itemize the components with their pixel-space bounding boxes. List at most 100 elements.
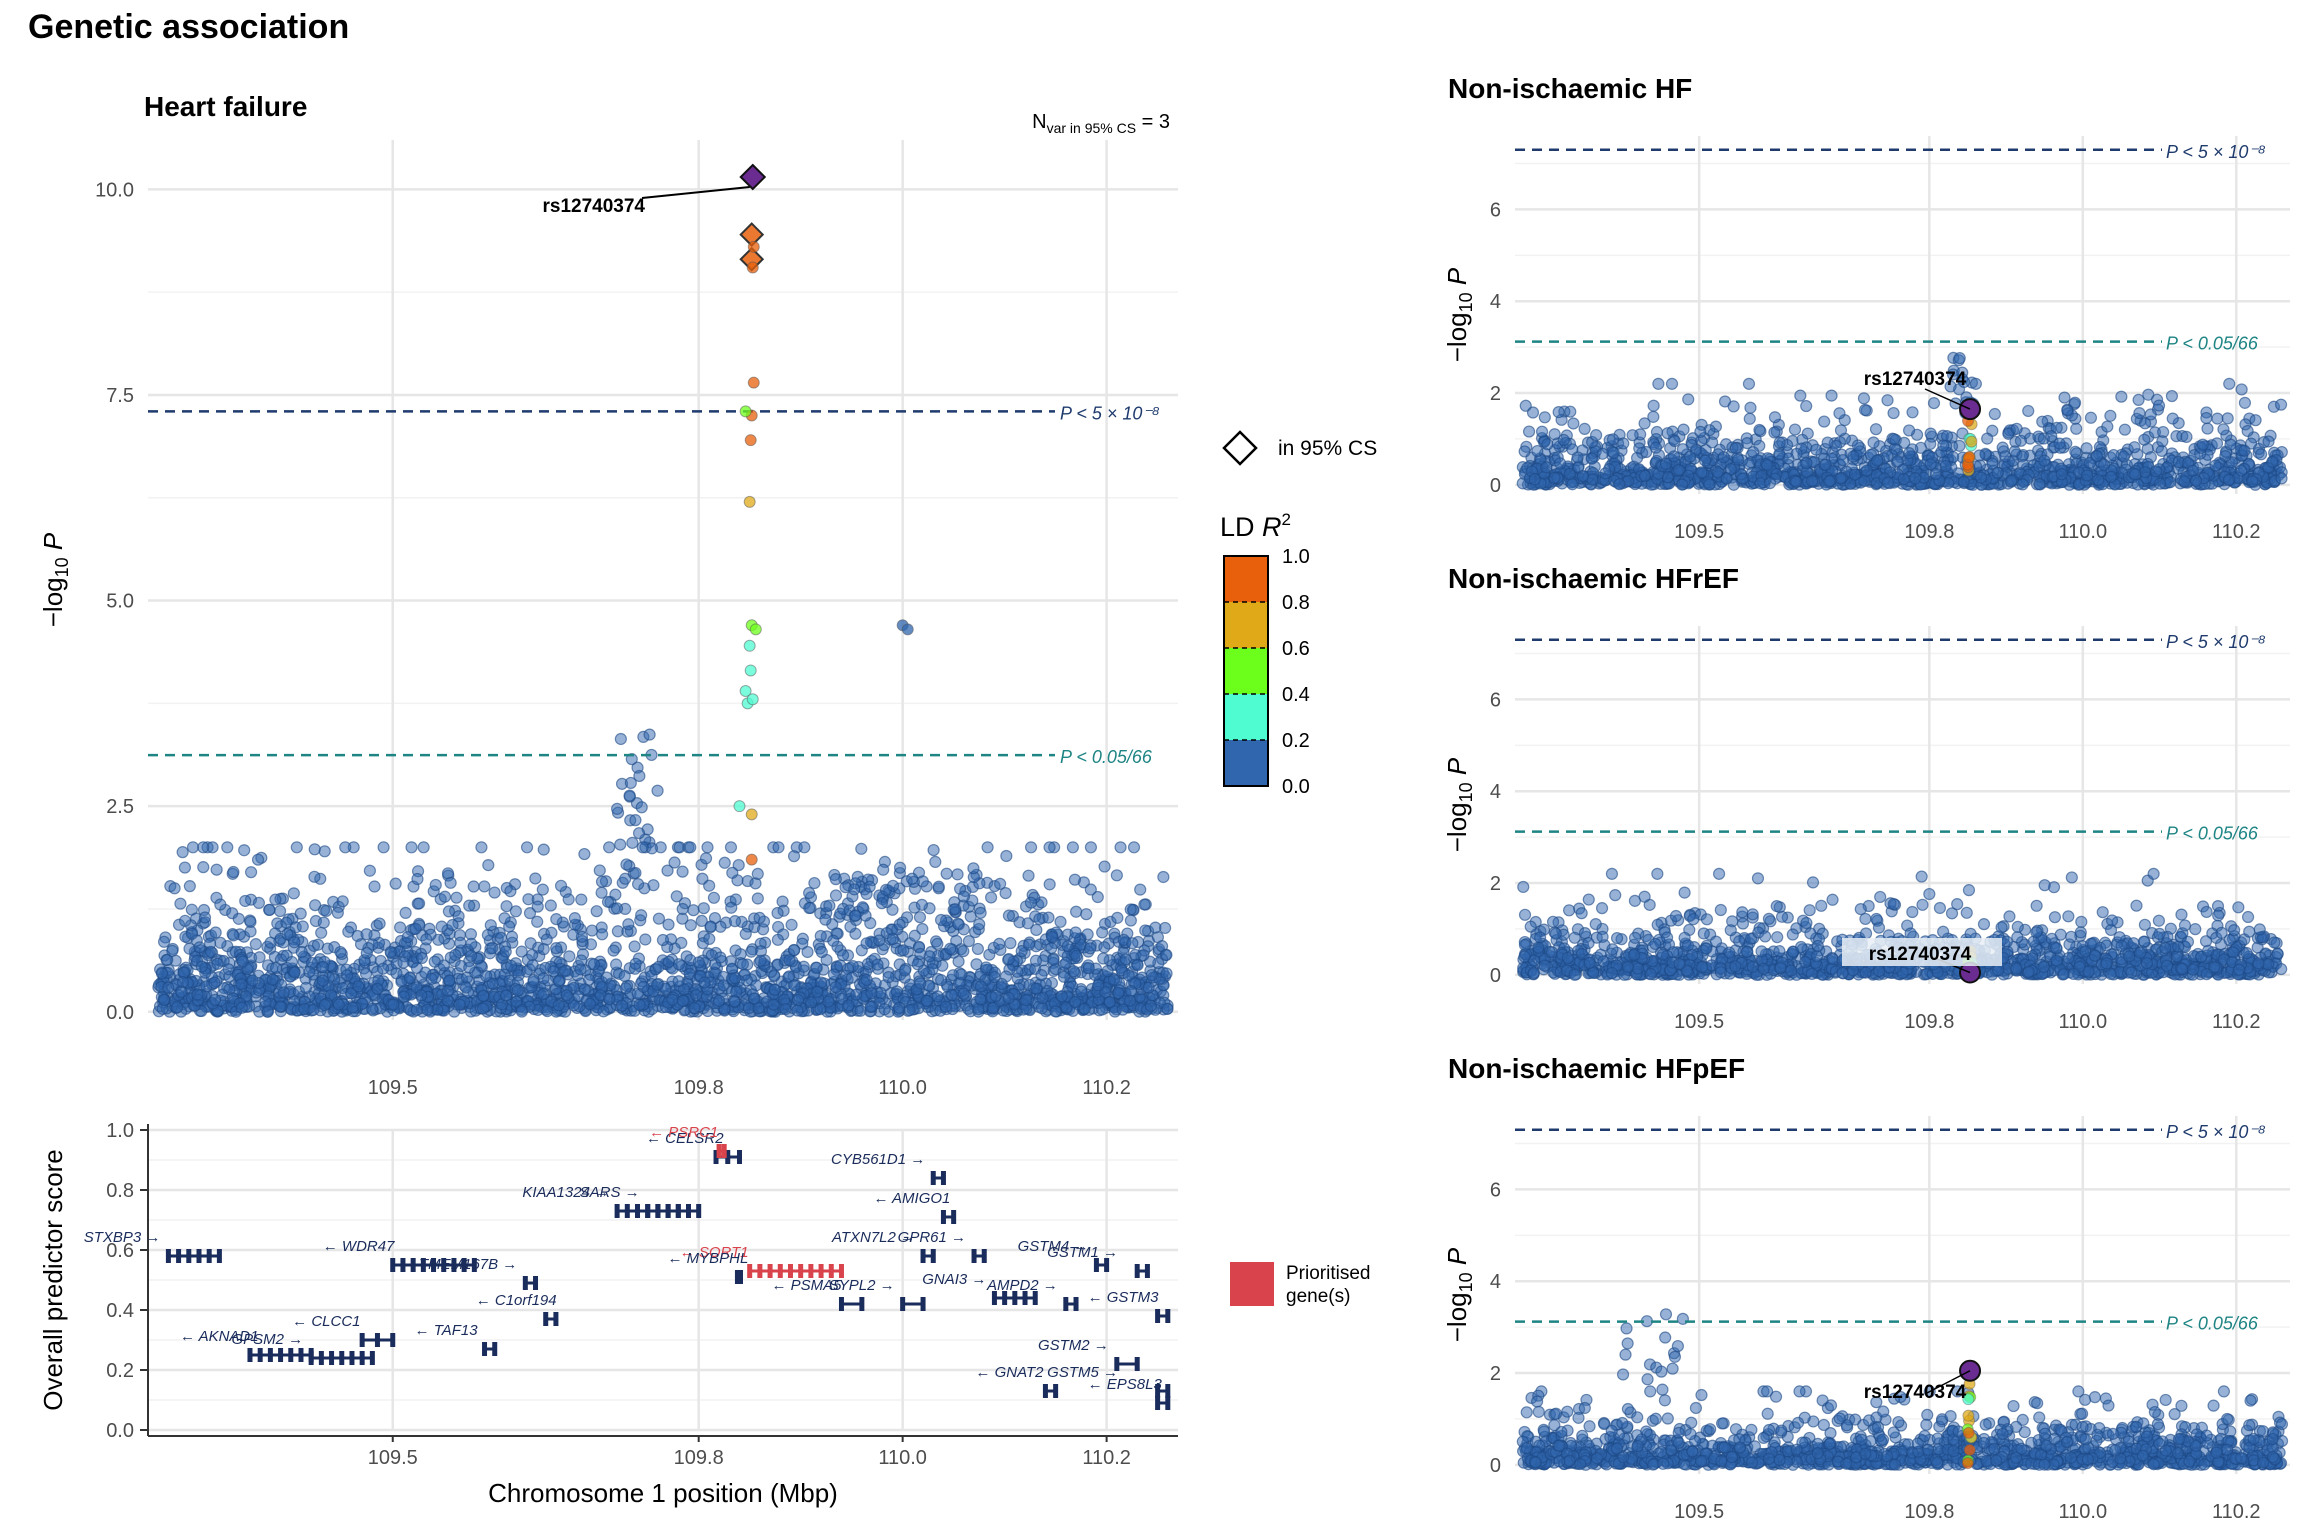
variant-point	[1535, 425, 1549, 438]
variant-point	[1098, 941, 1111, 954]
variant-point	[2238, 396, 2252, 409]
variant-point	[1677, 423, 1690, 436]
gene-label: ← WDR47	[323, 1238, 395, 1255]
variant-point	[803, 901, 816, 915]
variant-point	[1578, 422, 1591, 435]
bonferroni-threshold-label: P < 0.05/66	[1060, 747, 1153, 767]
variant-point	[1703, 478, 1716, 491]
gene-exon	[930, 1249, 936, 1263]
gene-exon	[339, 1351, 345, 1365]
variant-point	[1903, 447, 1916, 460]
variant-point	[2221, 412, 2234, 425]
variant-point	[911, 958, 924, 971]
gene-exon	[767, 1264, 773, 1278]
gene-exon	[1165, 1309, 1171, 1323]
variant-point	[2164, 476, 2177, 489]
variant-point	[1810, 443, 1823, 456]
y-tick-label: 4	[1490, 781, 1501, 803]
variant-point	[662, 918, 675, 931]
variant-point	[850, 988, 863, 1001]
variant-point	[1024, 896, 1038, 909]
x-tick-label: 109.8	[674, 1077, 724, 1099]
variant-point	[2130, 899, 2143, 912]
variant-point	[1002, 909, 1016, 922]
gene-exon	[951, 1210, 957, 1224]
variant-point	[1137, 949, 1150, 962]
variant-point	[980, 961, 993, 974]
variant-point	[815, 945, 828, 959]
variant-point	[264, 936, 277, 949]
variant-point	[643, 728, 656, 741]
variant-point	[725, 901, 738, 914]
variant-point	[1055, 990, 1068, 1003]
variant-point	[1665, 377, 1679, 390]
variant-point	[863, 880, 876, 893]
genome-wide-threshold-label: P < 5 × 10⁻⁸	[2166, 142, 2266, 162]
variant-point	[463, 899, 476, 912]
variant-point	[931, 937, 944, 950]
variant-point	[526, 948, 539, 962]
variant-point	[2131, 478, 2144, 491]
variant-point	[531, 915, 544, 928]
y-tick-label: 1.0	[106, 1120, 134, 1142]
variant-point	[771, 906, 784, 920]
variant-point	[1144, 999, 1157, 1012]
gene-exon	[859, 1297, 865, 1311]
variant-point	[178, 861, 192, 874]
variant-point	[2165, 389, 2179, 403]
variant-point	[415, 989, 428, 1002]
variant-point	[2115, 390, 2128, 403]
variant-point	[1957, 475, 1970, 488]
variant-point	[459, 981, 473, 994]
variant-point	[636, 841, 649, 854]
variant-point	[575, 930, 589, 943]
variant-point	[1929, 467, 1943, 481]
variant-point	[2235, 383, 2248, 396]
variant-point	[371, 982, 384, 996]
variant-point	[435, 920, 448, 933]
gene-exon	[400, 1258, 406, 1272]
variant-point	[718, 856, 731, 869]
variant-point	[1139, 924, 1152, 937]
variant-point	[261, 1005, 275, 1018]
variant-point	[176, 975, 190, 989]
gene-label: ← MYBPHL	[667, 1250, 748, 1267]
variant-point	[2152, 914, 2166, 927]
variant-point	[1548, 471, 1561, 484]
gene-exon	[369, 1351, 375, 1365]
variant-point	[728, 995, 741, 1008]
variant-point	[1112, 986, 1125, 1000]
variant-point	[854, 1004, 867, 1017]
variant-point	[317, 916, 330, 929]
variant-point	[746, 261, 759, 274]
variant-point	[2138, 433, 2151, 446]
gene-exon	[165, 1249, 171, 1263]
variant-point	[1605, 867, 1619, 880]
variant-point	[1790, 475, 1803, 488]
variant-point	[442, 905, 455, 918]
variant-point	[500, 989, 513, 1002]
variant-point	[273, 904, 287, 918]
gene-exon	[716, 1144, 722, 1158]
variant-point	[336, 895, 349, 908]
variant-point	[823, 899, 836, 912]
variant-point	[568, 912, 581, 925]
x-tick-label: 110.0	[2059, 521, 2108, 543]
variant-point	[2156, 435, 2169, 448]
variant-point	[957, 945, 970, 958]
variant-point	[316, 960, 330, 974]
variant-point	[736, 957, 749, 971]
variant-point	[587, 958, 601, 971]
variant-point	[1585, 452, 1598, 465]
gene-label: STXBP3 →	[84, 1229, 161, 1246]
gene-exon	[359, 1333, 365, 1347]
variant-point	[632, 827, 646, 840]
y-axis-label: −log10 P	[38, 532, 72, 627]
variant-point	[477, 989, 490, 1003]
variant-point	[676, 902, 689, 916]
variant-point	[429, 878, 442, 892]
gene-exon	[1134, 1357, 1140, 1371]
variant-point	[827, 934, 840, 947]
variant-point	[2084, 411, 2098, 424]
